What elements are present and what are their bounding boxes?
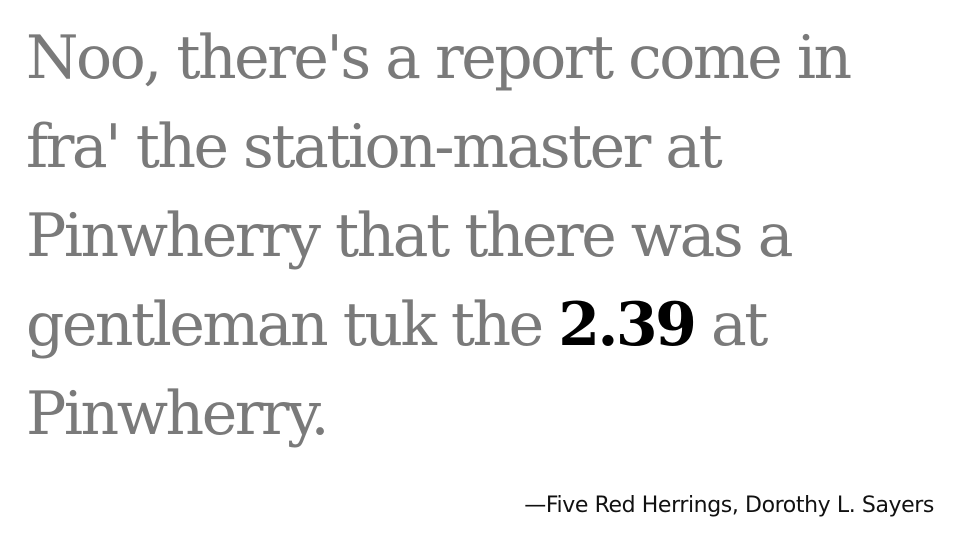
- quote-text-before: Noo, there's a report come in fra' the s…: [26, 23, 852, 360]
- quote-attribution: —Five Red Herrings, Dorothy L. Sayers: [524, 493, 934, 518]
- quote-text: Noo, there's a report come in fra' the s…: [26, 14, 946, 459]
- quote-text-after: at Pinwherry.: [26, 290, 768, 449]
- quote-highlight-time: 2.39: [558, 290, 697, 360]
